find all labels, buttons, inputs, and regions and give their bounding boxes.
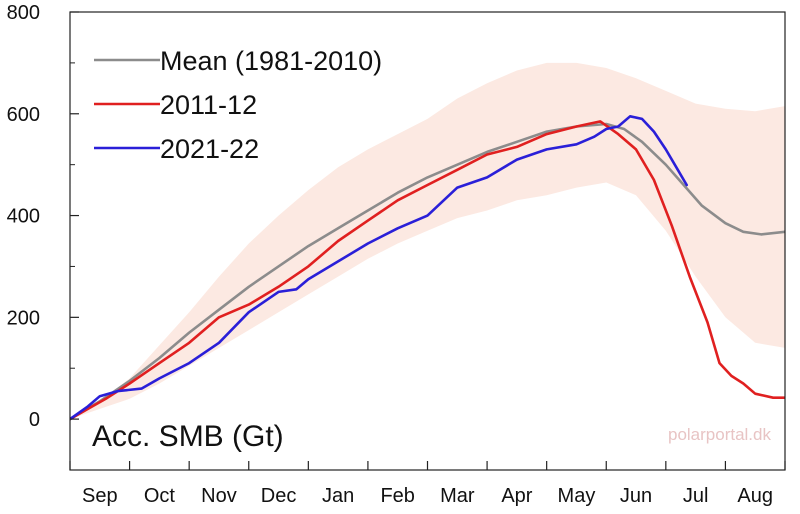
x-tick-label-apr: Apr <box>501 485 532 507</box>
legend-label-2021-22: 2021-22 <box>160 134 259 164</box>
x-tick-label-dec: Dec <box>261 485 297 507</box>
x-tick-label-nov: Nov <box>201 485 237 507</box>
legend-label-2011-12: 2011-12 <box>160 90 257 120</box>
legend-label-mean-1981-2010: Mean (1981-2010) <box>160 46 382 76</box>
watermark: polarportal.dk <box>668 425 772 444</box>
series-line-2021-22 <box>70 115 688 421</box>
series-line-2011-12 <box>70 120 785 421</box>
y-tick-label: 800 <box>7 2 40 24</box>
chart-title: Acc. SMB (Gt) <box>92 420 284 453</box>
y-tick-label: 0 <box>29 409 40 431</box>
x-tick-label-feb: Feb <box>380 485 414 507</box>
x-tick-label-sep: Sep <box>82 485 118 507</box>
variability-band <box>70 62 785 420</box>
x-tick-label-oct: Oct <box>144 485 176 507</box>
x-tick-label-jun: Jun <box>620 485 652 507</box>
x-tick-label-aug: Aug <box>737 485 773 507</box>
x-tick-label-may: May <box>558 485 596 507</box>
x-tick-label-jul: Jul <box>683 485 709 507</box>
series-line-mean-1981-2010 <box>70 122 785 421</box>
plot-layer <box>70 62 785 421</box>
axis-layer: 0 200 400 600 800 Sep Oct Nov Dec Jan Feb Mar Apr May… <box>7 2 786 507</box>
legend: Mean (1981-2010) 2011-12 2021-22 <box>94 46 382 164</box>
y-tick-label: 400 <box>7 206 40 228</box>
x-tick-label-mar: Mar <box>440 485 475 507</box>
x-tick-label-jan: Jan <box>322 485 354 507</box>
y-tick-label: 200 <box>7 307 40 329</box>
y-tick-label: 600 <box>7 104 40 126</box>
